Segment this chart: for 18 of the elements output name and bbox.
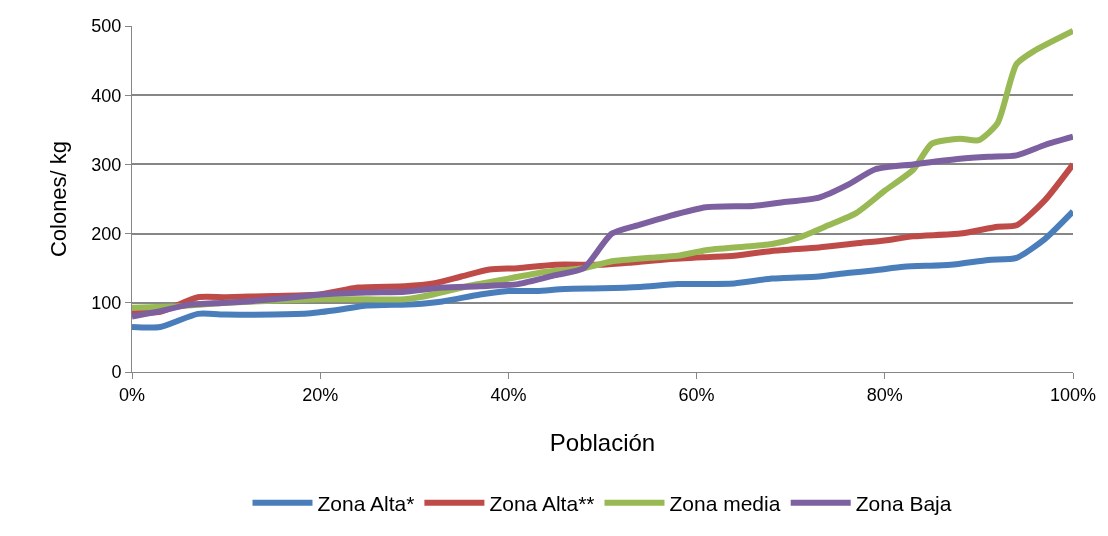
legend-label: Zona Alta* (317, 492, 415, 516)
y-tick-label: 200 (91, 223, 122, 244)
x-tick-label: 60% (678, 384, 715, 405)
x-tick-label: 0% (118, 384, 146, 405)
y-tick-label: 0 (111, 362, 122, 383)
legend-label: Zona Alta** (489, 492, 595, 516)
x-tick-label: 40% (490, 384, 527, 405)
x-tick-label: 80% (866, 384, 903, 405)
y-tick-label: 100 (91, 293, 122, 314)
x-tick-label: 100% (1049, 384, 1097, 405)
legend-label: Zona Baja (855, 492, 952, 516)
legend-label: Zona media (669, 492, 781, 516)
y-tick-label: 500 (91, 16, 122, 37)
x-tick-label: 20% (302, 384, 339, 405)
y-tick-label: 400 (91, 85, 122, 106)
x-axis-title: Población (549, 428, 656, 456)
y-tick-label: 300 (91, 154, 122, 175)
y-axis-title: Colones/ kg (46, 140, 72, 258)
